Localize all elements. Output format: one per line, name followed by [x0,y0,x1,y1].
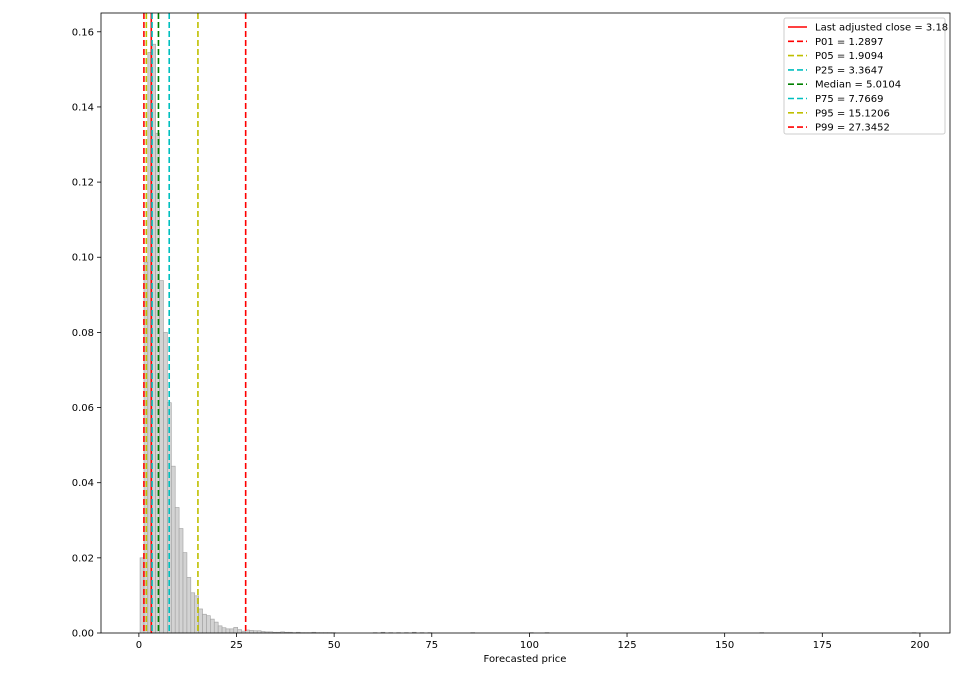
y-tick-label: 0.14 [72,102,94,113]
x-tick-label: 150 [715,640,734,651]
y-axis: 0.00 0.02 0.04 0.06 0.08 0.10 0.12 0.14 0.16 [72,27,101,639]
legend-entry: P25 = 3.3647 [815,65,883,76]
y-tick-label: 0.06 [72,403,94,414]
histogram-bar [210,619,214,633]
x-axis: 0 25 50 75 100 125 150 175 200 [136,633,930,651]
x-axis-label: Forecasted price [484,654,567,665]
histogram-bar [179,529,183,633]
legend-entry: P05 = 1.9094 [815,51,883,62]
legend-entry: P01 = 1.2897 [815,37,883,48]
histogram-bar [163,332,167,633]
histogram-bar [214,622,218,633]
y-tick-label: 0.10 [72,253,94,264]
histogram-bar [230,629,234,633]
histogram-bar [175,507,179,633]
x-tick-label: 0 [136,640,142,651]
histogram-bar [234,627,238,633]
x-tick-label: 100 [520,640,539,651]
legend: Last adjusted close = 3.18 P01 = 1.2897 P0… [784,18,948,134]
histogram-bar [187,577,191,633]
percentile-lines [144,13,246,633]
legend-entry: Median = 5.0104 [815,80,901,91]
legend-entry: Last adjusted close = 3.18 [815,23,948,34]
histogram-bar [206,616,210,633]
y-tick-label: 0.04 [72,478,94,489]
x-tick-label: 25 [230,640,243,651]
x-tick-label: 75 [425,640,438,651]
histogram-bar [238,630,242,633]
histogram-bar [191,593,195,633]
y-tick-label: 0.16 [72,27,94,38]
y-tick-label: 0.02 [72,553,94,564]
legend-entry: P75 = 7.7669 [815,94,883,105]
histogram-bar [160,281,164,633]
legend-entry: P99 = 27.3452 [815,123,890,134]
legend-entry: P95 = 15.1206 [815,108,890,119]
x-tick-label: 175 [813,640,832,651]
y-tick-label: 0.08 [72,328,94,339]
histogram-bar [226,629,230,633]
x-tick-label: 200 [910,640,929,651]
histogram-bar [183,553,187,633]
histogram-bar [199,609,203,633]
histogram-bar [171,466,175,633]
histogram-bar [222,628,226,633]
histogram-bar [218,626,222,633]
x-tick-label: 125 [617,640,636,651]
y-tick-label: 0.12 [72,178,94,189]
y-tick-label: 0.00 [72,629,94,640]
histogram-bar [203,614,207,633]
x-tick-label: 50 [328,640,341,651]
